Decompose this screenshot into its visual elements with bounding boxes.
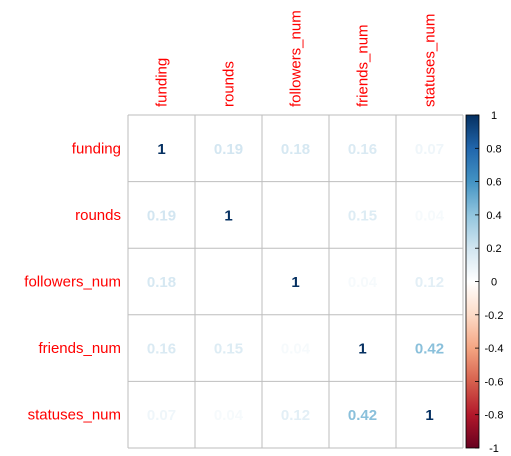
row-labels: funding rounds followers_num friends_numsta… bbox=[24, 140, 121, 423]
row-label-funding: funding bbox=[72, 140, 121, 157]
cell-value-statuses_num-followers_num: 0.12 bbox=[281, 407, 310, 424]
cell-value-followers_num-statuses_num: 0.12 bbox=[415, 274, 444, 291]
row-label-friends_num: friends_num bbox=[38, 340, 121, 357]
cell-value-followers_num-friends_num: 0.04 bbox=[348, 274, 378, 291]
cell-value-friends_num-followers_num: 0.04 bbox=[281, 341, 311, 358]
cell-value-rounds-funding: 0.19 bbox=[147, 207, 176, 224]
matrix-cells: 1 0.19 0.18 0.16 0.07 0.19 1 0.15 0.04 0.18 1 0.04 0… bbox=[147, 141, 445, 424]
cell-value-funding-rounds: 0.19 bbox=[214, 141, 243, 158]
cell-value-funding-friends_num: 0.16 bbox=[348, 141, 377, 158]
matrix-grid bbox=[127, 114, 464, 449]
cell-value-rounds-friends_num: 0.15 bbox=[348, 207, 377, 224]
cell-value-friends_num-funding: 0.16 bbox=[147, 341, 176, 358]
cell-value-rounds-rounds: 1 bbox=[224, 207, 232, 224]
colorbar-tick-label: -0.8 bbox=[485, 410, 504, 422]
colorbar-tick-label: -0.6 bbox=[485, 376, 504, 388]
col-label-funding: funding bbox=[154, 58, 171, 107]
cell-value-rounds-statuses_num: 0.04 bbox=[415, 207, 445, 224]
colorbar-tick-label: -0.4 bbox=[485, 343, 504, 355]
colorbar: 1 0.8 0.6 0.4 0.2 0 -0.2 -0.4 -0.6 -0.8 -1 bbox=[465, 110, 504, 455]
colorbar-tick-label: 0.8 bbox=[486, 143, 501, 155]
cell-value-statuses_num-friends_num: 0.42 bbox=[348, 407, 377, 424]
cell-value-statuses_num-rounds: 0.04 bbox=[214, 407, 244, 424]
row-label-statuses_num: statuses_num bbox=[28, 407, 121, 424]
cell-value-funding-funding: 1 bbox=[157, 141, 165, 158]
cell-value-friends_num-rounds: 0.15 bbox=[214, 341, 243, 358]
cell-value-funding-statuses_num: 0.07 bbox=[415, 141, 444, 158]
cell-value-funding-followers_num: 0.18 bbox=[281, 141, 310, 158]
cell-value-friends_num-friends_num: 1 bbox=[358, 341, 366, 358]
row-label-followers_num: followers_num bbox=[24, 274, 121, 291]
col-label-rounds: rounds bbox=[221, 61, 238, 107]
colorbar-tick-label: 0.4 bbox=[486, 210, 501, 222]
col-label-friends_num: friends_num bbox=[355, 24, 372, 107]
colorbar-tick-label: 0.6 bbox=[486, 177, 501, 189]
cell-value-followers_num-followers_num: 1 bbox=[291, 274, 299, 291]
colorbar-tick-label: -0.2 bbox=[485, 310, 504, 322]
column-labels: funding rounds followers_num friends_num sta… bbox=[154, 10, 439, 107]
colorbar-tick-label: 0 bbox=[491, 277, 497, 289]
cell-value-followers_num-funding: 0.18 bbox=[147, 274, 176, 291]
cell-value-friends_num-statuses_num: 0.42 bbox=[415, 341, 444, 358]
row-label-rounds: rounds bbox=[75, 207, 121, 224]
colorbar-tick-label: -1 bbox=[489, 443, 499, 455]
col-label-statuses_num: statuses_num bbox=[422, 14, 439, 107]
cell-value-statuses_num-funding: 0.07 bbox=[147, 407, 176, 424]
colorbar-tick-label: 0.2 bbox=[486, 243, 501, 255]
cell-value-statuses_num-statuses_num: 1 bbox=[425, 407, 433, 424]
col-label-followers_num: followers_num bbox=[288, 10, 305, 107]
colorbar-tick-label: 1 bbox=[491, 110, 497, 122]
